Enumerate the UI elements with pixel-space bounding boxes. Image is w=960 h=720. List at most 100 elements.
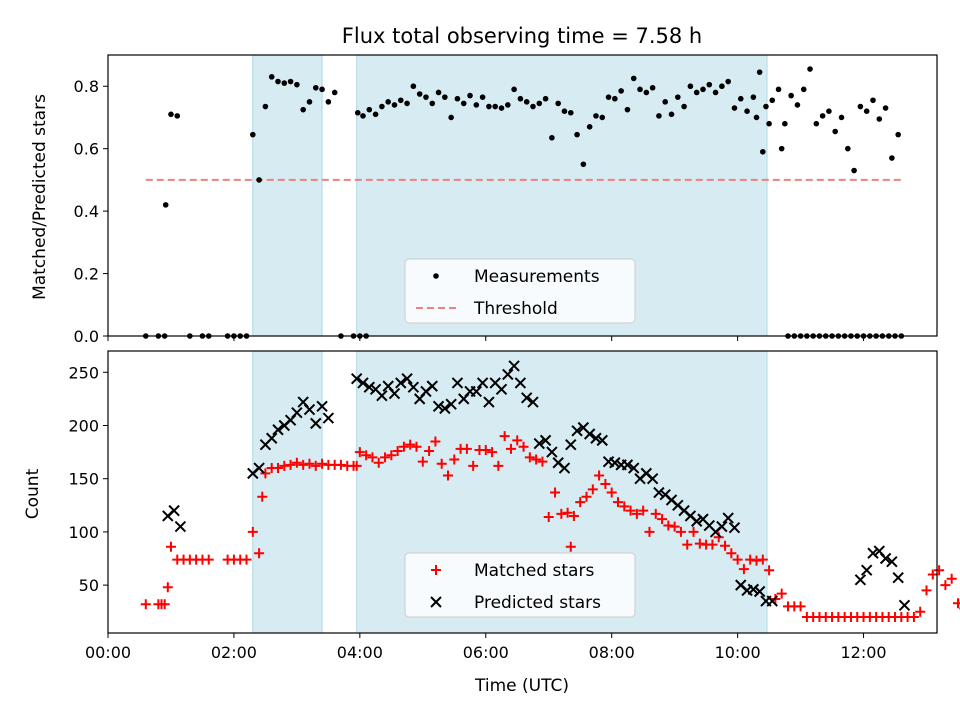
series-predicted-stars [162, 360, 911, 612]
legend-label: Predicted stars [474, 593, 601, 613]
data-point [682, 539, 693, 550]
data-point [581, 491, 592, 502]
data-point [398, 441, 409, 452]
data-point [549, 134, 555, 141]
data-point [476, 377, 489, 389]
data-point [644, 526, 655, 537]
data-point [638, 505, 649, 516]
data-point [451, 377, 464, 389]
data-point [260, 468, 271, 479]
data-point [291, 407, 303, 419]
data-point [600, 479, 611, 490]
data-point [751, 555, 762, 566]
data-point [303, 403, 316, 416]
data-point [732, 554, 743, 565]
bottom-panel: 50 100 150 200 250 00:00 02:00 04:00 06:00 08:00 1… [68, 350, 960, 662]
data-point [325, 99, 332, 105]
data-point [310, 460, 321, 471]
data-point [775, 86, 782, 93]
y-tick-label: 250 [68, 363, 99, 382]
shaded-interval [252, 54, 323, 337]
data-point [567, 109, 574, 116]
data-point [851, 167, 857, 174]
data-point [731, 105, 738, 111]
y-tick-label: 200 [68, 416, 99, 435]
x-tick-label: 12:00 [840, 643, 886, 662]
data-point [542, 95, 549, 102]
data-point [800, 86, 807, 93]
data-point [757, 554, 768, 565]
data-point [663, 520, 674, 531]
data-point [287, 78, 294, 85]
data-point [495, 383, 508, 396]
data-point [826, 108, 832, 114]
data-point [619, 501, 630, 512]
axes-frame [107, 350, 938, 634]
data-point [657, 514, 668, 525]
data-point [694, 538, 705, 549]
data-point [845, 145, 851, 152]
data-point [467, 92, 473, 99]
data-point [254, 548, 265, 559]
data-point [417, 456, 428, 467]
data-point [898, 599, 911, 612]
data-point [492, 103, 499, 110]
data-point [363, 381, 375, 393]
data-point [860, 564, 873, 576]
data-point [385, 99, 391, 105]
data-point [687, 83, 694, 90]
data-point [889, 155, 895, 161]
data-point [681, 103, 687, 110]
data-point [795, 601, 806, 612]
data-point [940, 580, 951, 591]
data-point [536, 100, 543, 107]
y-tick-label: 0.0 [74, 327, 99, 346]
legend-marker [433, 273, 439, 279]
data-point [712, 89, 719, 96]
y-tick-label: 100 [68, 523, 99, 542]
data-point [473, 102, 480, 108]
data-point [624, 106, 631, 113]
data-point [662, 99, 669, 105]
data-point [317, 458, 328, 469]
data-point [764, 565, 775, 576]
data-point [621, 459, 634, 471]
data-point [863, 108, 870, 114]
data-point [794, 102, 801, 108]
data-point [562, 507, 573, 518]
data-point [586, 124, 593, 130]
bottom-y-axis-label: Count [23, 468, 43, 519]
data-point [373, 457, 384, 468]
data-point [580, 161, 587, 168]
chart-title: Flux total observing time = 7.58 h [342, 24, 702, 48]
data-point [272, 463, 283, 474]
data-point [436, 458, 447, 469]
data-point [429, 100, 436, 107]
data-point [650, 508, 661, 519]
y-tick-label: 0.6 [74, 140, 99, 159]
data-point [426, 380, 438, 392]
data-point [174, 520, 187, 533]
data-point [487, 447, 498, 458]
data-point [892, 571, 904, 584]
data-point [722, 512, 734, 524]
data-point [568, 510, 579, 521]
data-point [946, 573, 957, 584]
data-point [454, 95, 461, 102]
data-point [631, 508, 642, 519]
data-point [571, 425, 583, 437]
data-point [716, 520, 728, 533]
data-point [838, 114, 845, 121]
data-point [867, 547, 879, 559]
data-point [760, 148, 766, 155]
data-point [435, 89, 442, 96]
x-tick-label: 00:00 [85, 643, 131, 662]
data-point [612, 95, 618, 102]
data-point [397, 97, 404, 104]
data-point [511, 86, 517, 93]
legend: Matched stars Predicted stars [404, 552, 636, 618]
data-point [291, 457, 302, 468]
data-point [857, 103, 864, 110]
data-point [788, 92, 794, 99]
data-point [575, 497, 586, 508]
